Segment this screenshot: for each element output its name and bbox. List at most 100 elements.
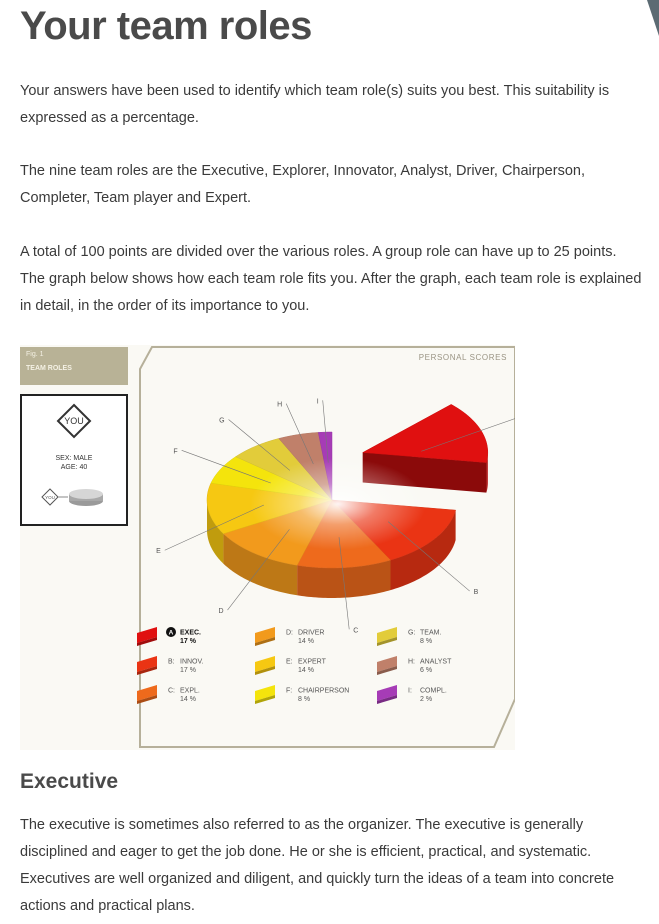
legend-swatch-i [377,685,397,701]
mini-badge-icon: YOU [41,488,68,506]
pointer-line-i [322,400,329,463]
you-badge-icon: YOU [56,403,92,439]
legend-swatch-side-g [377,637,397,646]
slice-letter-i: I [317,398,319,405]
legend-swatch-side-h [377,666,397,675]
profile-graphics: YOU YOU [41,403,103,506]
legend-swatch-d [255,627,275,643]
legend-name-f: CHAIRPERSON [298,688,349,695]
legend-swatch-side-b [137,666,157,675]
legend-value-b: 17 % [180,667,196,674]
legend-swatch-b [137,656,157,672]
panel-title: PERSONAL SCORES [419,353,507,362]
mini-badge-text: YOU [45,495,55,500]
legend-letter-b: B: [168,659,175,666]
slice-letter-h: H [277,402,282,409]
profile-sex: SEX: MALE [55,455,93,462]
legend-swatch-side-e [255,666,275,675]
legend-value-f: 8 % [298,696,310,703]
legend-letter-i: I: [408,688,412,695]
legend-marker-a [166,627,176,637]
legend-name-h: ANALYST [420,659,452,666]
slice-letter-d: D [218,608,223,615]
legend-swatch-side-c [137,695,157,704]
page-title: Your team roles [20,4,312,48]
legend-value-c: 14 % [180,696,196,703]
legend-swatch-side-i [377,695,397,704]
slice-letter-g: G [219,417,224,424]
legend-name-g: TEAM. [420,630,441,637]
pointer-line-d [227,529,290,611]
pie-side-b [390,510,456,591]
slice-letter-e: E [156,548,161,555]
legend-item-b: B: INNOV.17 % [137,656,204,675]
legend-item-i: I: COMPL.2 % [377,685,447,704]
legend-name-b: INNOV. [180,659,204,666]
legend-swatch-e [255,656,275,672]
legend-value-g: 8 % [420,638,432,645]
profile-card: YOU YOU SEX: MALE AGE: 40 [20,394,128,526]
pie-chart [206,404,489,598]
legend-letter-h: H: [408,659,415,666]
figure-title: TEAM ROLES [26,365,72,372]
pointer-line-h [285,403,314,465]
legend-swatch-side-f [255,695,275,704]
chart-legend: A EXEC.17 %B: INNOV.17 %C: EXPL.14 %D: DRIVE… [137,627,452,704]
pie-slice-a [361,404,489,463]
legend-letter-e: E: [286,659,293,666]
pie-highlight [250,458,426,550]
pie-side-d [223,533,298,596]
legend-value-h: 6 % [420,667,432,674]
slice-pointers: A B C D E F G H I [156,398,515,634]
legend-swatch-side-d [255,637,275,646]
legend-swatch-c [137,685,157,701]
legend-letter-d: D: [286,630,293,637]
legend-name-d: DRIVER [298,630,324,637]
roles-list-paragraph: The nine team roles are the Executive, E… [20,163,585,206]
figure-label: Fig. 1 TEAM ROLES [20,347,128,385]
legend-swatch-f [255,685,275,701]
legend-value-a: 17 % [180,638,197,645]
intro-paragraph: Your answers have been used to identify … [20,83,610,126]
profile-age: AGE: 40 [60,464,88,471]
you-badge-text: YOU [64,416,84,426]
legend-letter-f: F: [286,688,292,695]
legend-value-d: 14 % [298,638,314,645]
pointer-line-g [228,419,291,471]
slice-letter-b: B [474,589,479,596]
pointer-line-c [338,537,350,630]
legend-swatch-g [377,627,397,643]
legend-swatch-side-a [137,637,157,646]
legend-name-a: EXEC. [180,630,201,637]
legend-name-e: EXPERT [298,659,327,666]
legend-value-e: 14 % [298,667,314,674]
legend-swatch-h [377,656,397,672]
pointer-line-e [164,504,264,551]
team-roles-figure: Fig. 1 TEAM ROLES YOU YOU SEX: MALE AGE:… [20,345,515,750]
corner-decoration [647,0,659,36]
points-paragraph: A total of 100 points are divided over t… [20,244,642,314]
legend-value-i: 2 % [420,696,432,703]
legend-swatch-a [137,627,157,643]
legend-letter-c: C: [168,688,175,695]
figure-number: Fig. 1 [26,351,44,358]
legend-item-c: C: EXPL.14 % [137,685,200,704]
legend-name-c: EXPL. [180,688,200,695]
pointer-line-f [181,450,271,484]
pointer-line-b [387,521,470,592]
section-text: The executive is sometimes also referred… [20,817,615,914]
section-heading: Executive [20,770,119,793]
slice-letter-f: F [173,448,177,455]
legend-letter-g: G: [408,630,415,637]
legend-item-a: A EXEC.17 % [137,627,201,646]
legend-name-i: COMPL. [420,688,447,695]
pointer-line-a [421,418,515,452]
slice-letter-c: C [353,627,358,634]
pie-side-a [486,452,488,493]
mini-pie-icon [69,489,103,506]
